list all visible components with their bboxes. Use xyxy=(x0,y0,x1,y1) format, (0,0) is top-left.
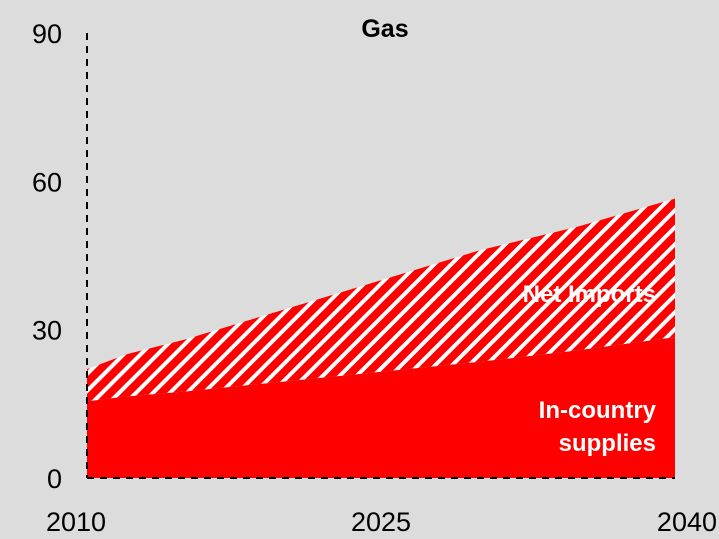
y-tick-label: 60 xyxy=(32,167,62,197)
series-labels: In-country supplies Net Imports xyxy=(523,281,657,457)
chart-title: Gas xyxy=(361,15,408,43)
y-tick-label: 30 xyxy=(32,316,62,346)
net-imports-area xyxy=(87,198,675,402)
x-tick-label: 2010 xyxy=(46,507,106,537)
chart-areas xyxy=(87,198,675,478)
net-imports-label: Net Imports xyxy=(523,281,656,308)
y-tick-label: 0 xyxy=(47,464,62,494)
in-country-supplies-area xyxy=(87,337,675,478)
y-axis-ticks: 0 30 60 90 xyxy=(32,19,62,494)
x-tick-label: 2025 xyxy=(351,507,411,537)
x-axis-ticks: 2010 2025 2040 xyxy=(46,507,717,537)
y-tick-label: 90 xyxy=(32,19,62,49)
x-tick-label: 2040 xyxy=(657,507,717,537)
in-country-supplies-label: In-country supplies xyxy=(539,397,657,457)
